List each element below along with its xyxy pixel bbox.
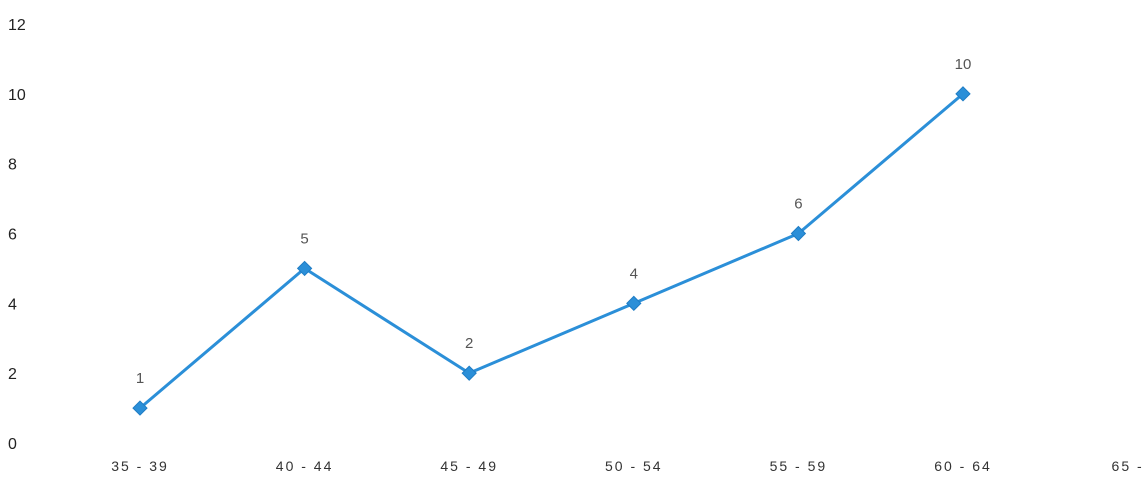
- series-line-group: [138, 92, 965, 410]
- data-value-label: 10: [955, 56, 972, 73]
- data-point-marker: [296, 260, 313, 277]
- series-markers: [132, 86, 971, 416]
- y-tick-label: 4: [8, 296, 17, 313]
- x-tick-label: 45 - 49: [440, 458, 498, 474]
- data-labels: 1 5 2 4 6 10: [136, 56, 972, 387]
- y-tick-label: 8: [8, 157, 17, 174]
- y-tick-label: 12: [8, 17, 26, 34]
- data-point-marker: [790, 225, 807, 242]
- series-line: [138, 92, 965, 410]
- x-tick-label: 40 - 44: [276, 458, 334, 474]
- y-tick-label: 2: [8, 366, 17, 383]
- data-point-marker: [461, 365, 477, 381]
- data-value-label: 1: [136, 370, 144, 387]
- x-axis-labels: 35 - 39 40 - 44 45 - 49 50 - 54 55 - 59 60 - …: [111, 458, 1144, 474]
- data-value-label: 6: [794, 196, 802, 213]
- data-value-label: 4: [630, 265, 638, 282]
- data-value-label: 2: [465, 335, 473, 352]
- data-point-marker: [626, 295, 642, 312]
- x-tick-label: 55 - 59: [770, 458, 828, 474]
- x-tick-label: 60 - 64: [934, 458, 992, 474]
- y-axis-labels: 0 2 4 6 8 10 12: [8, 17, 26, 453]
- y-tick-label: 6: [8, 227, 17, 244]
- x-tick-label: 50 - 54: [605, 458, 663, 474]
- y-tick-label: 10: [8, 87, 26, 104]
- data-point-marker: [955, 86, 971, 102]
- x-tick-label: 35 - 39: [111, 458, 169, 474]
- data-point-marker: [132, 400, 148, 416]
- y-tick-label: 0: [8, 436, 17, 453]
- data-value-label: 5: [300, 230, 308, 247]
- x-tick-label: 65 -: [1112, 458, 1144, 474]
